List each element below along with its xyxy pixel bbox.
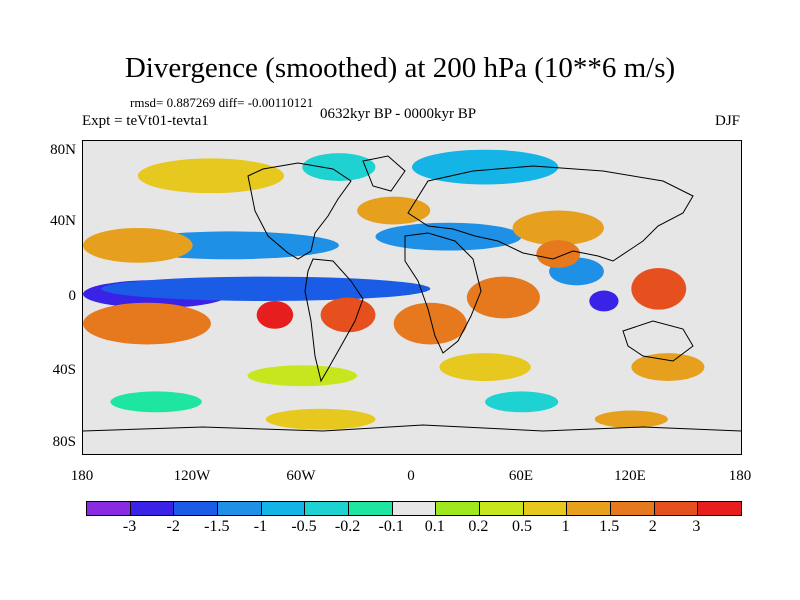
field-patch-16 [357, 196, 431, 225]
coastline-north-america [247, 162, 352, 260]
field-patch-4 [256, 300, 294, 329]
field-patch-25 [265, 408, 376, 430]
colorbar-label: 0.2 [468, 518, 489, 535]
period-label: 0632kyr BP - 0000kyr BP [320, 106, 477, 122]
coastline-africa [404, 232, 482, 354]
field-patch-26 [594, 410, 668, 428]
experiment-label: Expt = teVt01-tevta1 [82, 113, 209, 129]
field-patch-15 [375, 222, 522, 251]
field-patch-8 [631, 267, 687, 310]
chart-title: Divergence (smoothed) at 200 hPa (10**6 … [124, 52, 676, 84]
colorbar-label: 0.5 [512, 518, 532, 535]
colorbar-label: -0.5 [291, 518, 317, 535]
colorbar-label: -1.5 [204, 518, 230, 535]
colorbar-swatch-5 [305, 502, 350, 515]
colorbar [86, 501, 742, 516]
field-patch-5 [320, 297, 376, 333]
field-patch-12 [137, 158, 285, 194]
coastline-south-america [304, 258, 364, 383]
field-patch-17 [512, 210, 604, 246]
colorbar-label: 1 [561, 518, 570, 535]
colorbar-label: 3 [692, 518, 701, 535]
field-patch-14 [412, 149, 559, 185]
y-label-40s: 40S [52, 362, 76, 378]
coastline-australia [622, 320, 694, 362]
x-label-120e: 120E [614, 468, 646, 484]
field-patch-22 [631, 353, 705, 381]
colorbar-label: -0.2 [334, 518, 361, 535]
x-label-180w: 180 [70, 468, 94, 484]
colorbar-swatch-3 [218, 502, 262, 515]
x-label-180e: 180 [728, 468, 752, 484]
colorbar-label: 2 [648, 518, 657, 535]
rmsd-diff-stats: rmsd= 0.887269 diff= -0.00110121 [130, 95, 314, 110]
divergence-map [83, 149, 741, 432]
field-patch-11 [83, 227, 193, 263]
colorbar-label: -0.1 [378, 518, 404, 535]
colorbar-swatch-14 [698, 502, 742, 515]
field-patch-9 [589, 290, 619, 312]
y-label-40n: 40N [50, 213, 76, 229]
colorbar-label: 0.1 [424, 518, 445, 535]
x-label-60e: 60E [508, 468, 534, 484]
x-label-120w: 120W [173, 468, 211, 484]
y-label-80s: 80S [52, 434, 76, 450]
field-patch-23 [110, 391, 202, 413]
colorbar-swatch-9 [480, 502, 524, 515]
x-label-0: 0 [407, 468, 415, 484]
coastline-greenland [362, 155, 406, 192]
field-patch-24 [485, 391, 559, 413]
field-patch-13 [302, 153, 376, 181]
colorbar-swatch-0 [87, 502, 131, 515]
colorbar-swatch-12 [611, 502, 655, 515]
map-plot-area [82, 140, 742, 455]
colorbar-label: 1.5 [599, 518, 620, 535]
colorbar-swatch-7 [392, 502, 437, 515]
season-label: DJF [714, 113, 740, 129]
colorbar-swatch-6 [349, 502, 393, 515]
colorbar-label: -3 [122, 518, 137, 535]
coastline-antarctica [83, 424, 741, 432]
field-patch-1 [101, 276, 431, 301]
colorbar-swatch-11 [567, 502, 612, 515]
colorbar-swatch-4 [261, 502, 306, 515]
field-patch-7 [466, 276, 540, 319]
field-patch-21 [439, 353, 531, 381]
field-patch-19 [536, 240, 581, 268]
colorbar-label: -1 [253, 518, 268, 535]
coastline-eurasia [407, 165, 694, 262]
colorbar-swatch-13 [654, 502, 699, 515]
colorbar-swatch-1 [130, 502, 175, 515]
x-label-60w: 60W [286, 468, 316, 484]
colorbar-swatch-10 [523, 502, 568, 515]
y-label-0: 0 [68, 288, 77, 304]
colorbar-swatch-2 [174, 502, 219, 515]
field-patch-3 [83, 302, 211, 345]
field-patch-20 [247, 365, 358, 387]
colorbar-swatch-8 [436, 502, 481, 515]
field-patch-6 [393, 302, 467, 345]
y-label-80n: 80N [50, 142, 76, 158]
colorbar-label: -2 [166, 518, 180, 535]
